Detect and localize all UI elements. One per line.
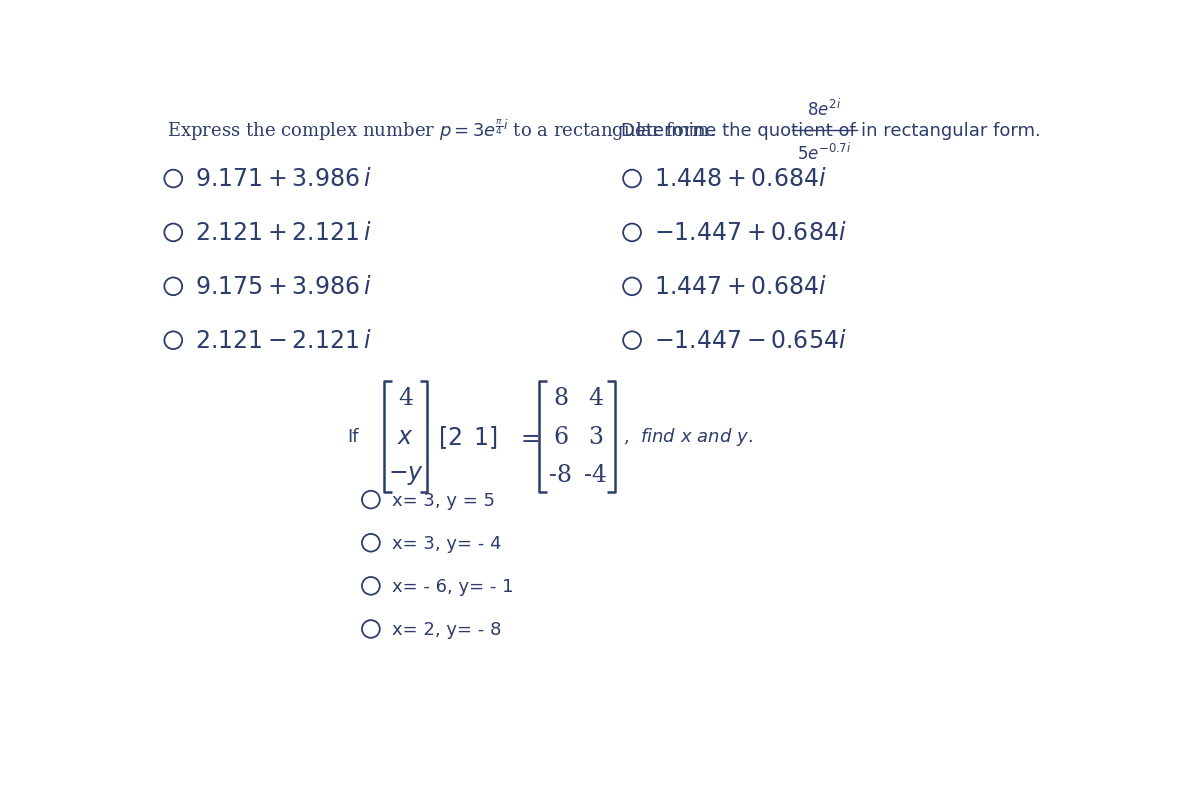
Text: $=$: $=$ <box>516 425 540 448</box>
Text: $-1.447 - 0.654i$: $-1.447 - 0.654i$ <box>654 330 846 352</box>
Text: $2.121 - 2.121\,i$: $2.121 - 2.121\,i$ <box>194 330 372 352</box>
Text: x= - 6, y= - 1: x= - 6, y= - 1 <box>391 577 514 595</box>
Text: Determine the quotient of: Determine the quotient of <box>622 122 856 140</box>
Text: 4: 4 <box>398 387 413 410</box>
Text: Express the complex number $p = 3e^{\frac{\pi}{4}i}$ to a rectangular form.: Express the complex number $p = 3e^{\fra… <box>167 118 715 144</box>
Text: $2.121 + 2.121\,i$: $2.121 + 2.121\,i$ <box>194 221 372 245</box>
Text: $-1.447 + 0.684i$: $-1.447 + 0.684i$ <box>654 221 846 245</box>
Text: x= 2, y= - 8: x= 2, y= - 8 <box>391 620 502 638</box>
Text: x= 3, y= - 4: x= 3, y= - 4 <box>391 534 502 552</box>
Text: $-y$: $-y$ <box>388 464 424 487</box>
Text: $9.171 + 3.986\,i$: $9.171 + 3.986\,i$ <box>194 168 372 191</box>
Text: 3: 3 <box>588 425 604 448</box>
Text: $1.448 + 0.684i$: $1.448 + 0.684i$ <box>654 168 827 191</box>
Text: $9.175 + 3.986\,i$: $9.175 + 3.986\,i$ <box>194 275 372 298</box>
Text: $x$: $x$ <box>397 425 414 448</box>
Text: ,  $\mathit{find}\ x\ \mathit{and}\ y.$: , $\mathit{find}\ x\ \mathit{and}\ y.$ <box>623 426 752 448</box>
Text: -4: -4 <box>584 464 607 487</box>
Text: 8: 8 <box>553 387 569 410</box>
Text: 6: 6 <box>553 425 569 448</box>
Text: x= 3, y = 5: x= 3, y = 5 <box>391 491 494 509</box>
Text: in rectangular form.: in rectangular form. <box>860 122 1040 140</box>
Text: -8: -8 <box>550 464 572 487</box>
Text: 4: 4 <box>588 387 604 410</box>
Text: If: If <box>348 428 359 446</box>
Text: $8e^{2i}$: $8e^{2i}$ <box>808 98 841 119</box>
Text: $[2 \enspace 1]$: $[2 \enspace 1]$ <box>438 423 498 450</box>
Text: $5e^{-0.7i}$: $5e^{-0.7i}$ <box>797 143 851 164</box>
Text: $1.447 + 0.684i$: $1.447 + 0.684i$ <box>654 275 827 298</box>
